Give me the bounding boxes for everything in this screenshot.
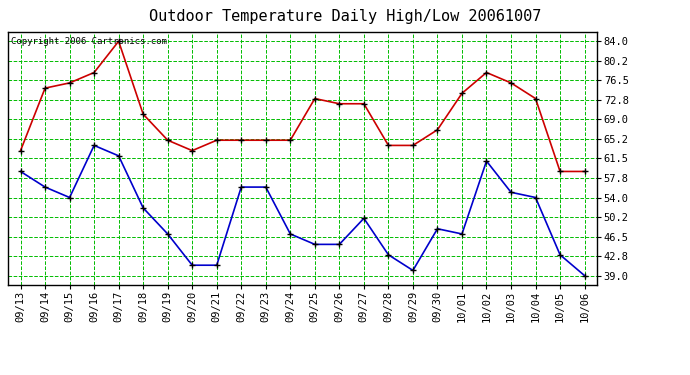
Text: Outdoor Temperature Daily High/Low 20061007: Outdoor Temperature Daily High/Low 20061… [149, 9, 541, 24]
Text: Copyright 2006 Cartronics.com: Copyright 2006 Cartronics.com [11, 37, 167, 46]
